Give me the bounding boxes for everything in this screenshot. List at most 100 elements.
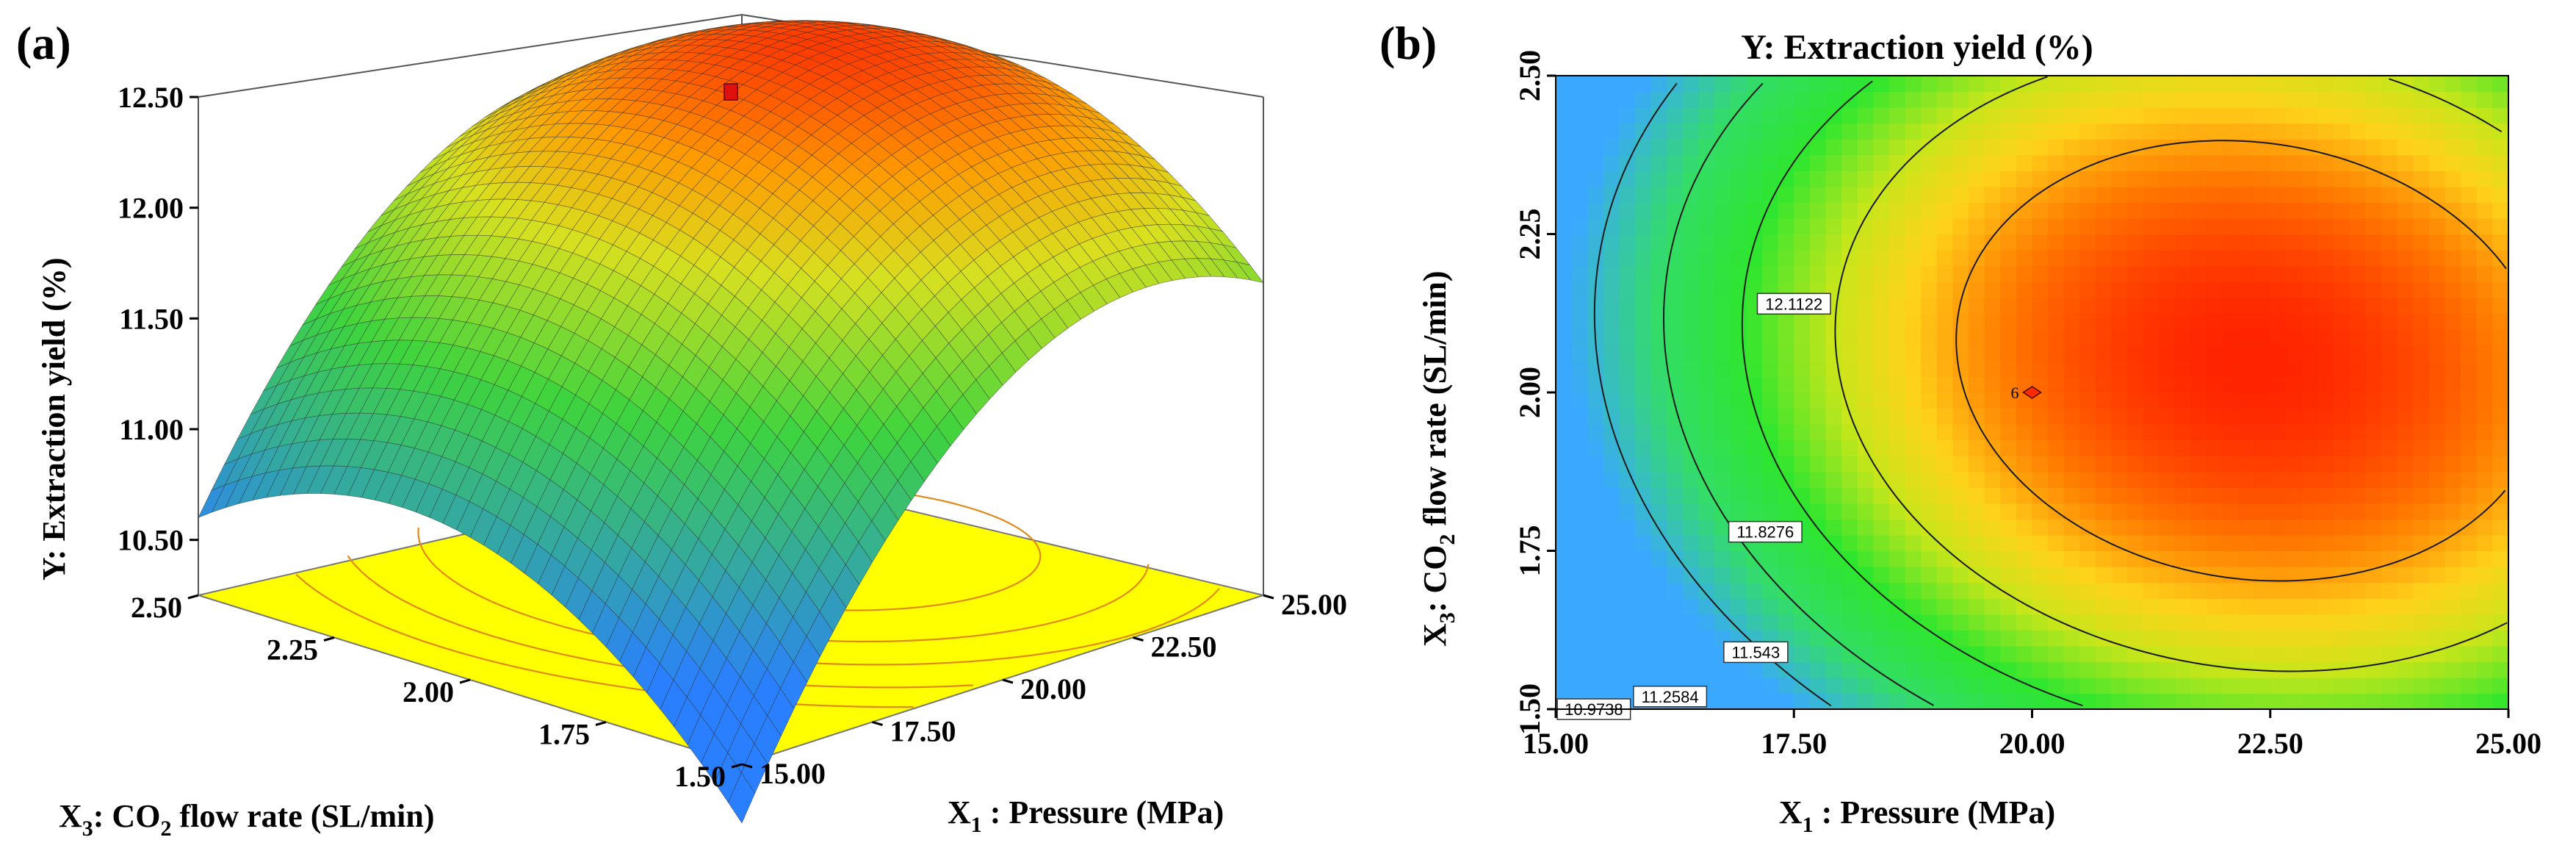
heatmap-cell <box>2334 218 2350 235</box>
heatmap-cell <box>2222 186 2240 203</box>
heatmap-cell <box>1556 360 1573 378</box>
heatmap-cell <box>1682 645 1700 662</box>
heatmap-cell <box>2270 328 2287 345</box>
heatmap-cell <box>1841 693 1858 710</box>
heatmap-cell <box>1746 234 1763 251</box>
heatmap-cell <box>2238 107 2255 124</box>
heatmap-cell <box>1667 297 1684 314</box>
heatmap-cell <box>1667 630 1684 647</box>
heatmap-cell <box>1921 456 1938 473</box>
heatmap-cell <box>2397 487 2414 504</box>
heatmap-cell <box>1667 534 1684 552</box>
heatmap-cell <box>2461 392 2478 409</box>
heatmap-cell <box>2381 234 2398 251</box>
heatmap-cell <box>1888 297 1906 314</box>
heatmap-cell <box>2111 534 2128 552</box>
heatmap-cell <box>1905 408 1922 425</box>
heatmap-cell <box>2397 139 2414 156</box>
heatmap-cell <box>2334 297 2350 314</box>
heatmap-cell <box>2492 439 2509 456</box>
heatmap-cell <box>2334 250 2350 267</box>
heatmap-cell <box>1635 123 1652 140</box>
heatmap-cell <box>1841 186 1858 203</box>
heatmap-cell <box>2476 424 2493 441</box>
heatmap-cell <box>2238 313 2255 330</box>
heatmap-cell <box>2349 139 2367 156</box>
heatmap-cell <box>2032 313 2049 330</box>
heatmap-cell <box>1778 218 1794 235</box>
heatmap-cell <box>2349 202 2367 219</box>
heatmap-cell <box>1969 123 1985 140</box>
heatmap-cell <box>2317 139 2334 156</box>
heatmap-cell <box>2207 218 2223 235</box>
heatmap-cell <box>1809 91 1827 108</box>
heatmap-cell <box>2190 376 2207 393</box>
heatmap-cell <box>1762 345 1779 362</box>
heatmap-cell <box>2238 503 2255 520</box>
heatmap-cell <box>2190 424 2207 441</box>
heatmap-cell <box>2048 567 2065 584</box>
heatmap-cell <box>1698 76 1715 93</box>
heatmap-cell <box>1809 439 1827 456</box>
heatmap-cell <box>2270 424 2287 441</box>
heatmap-cell <box>1857 328 1874 345</box>
heatmap-cell <box>1841 265 1858 282</box>
heatmap-cell <box>1619 550 1636 567</box>
heatmap-cell <box>2127 297 2144 314</box>
heatmap-cell <box>2413 503 2430 520</box>
heatmap-cell <box>1778 677 1794 694</box>
heatmap-cell <box>1650 234 1667 251</box>
heatmap-cell <box>2286 360 2303 378</box>
heatmap-cell <box>1650 661 1667 678</box>
heatmap-cell <box>2428 250 2446 267</box>
heatmap-cell <box>2238 693 2255 710</box>
heatmap-cell <box>1587 170 1604 187</box>
heatmap-cell <box>1714 154 1731 171</box>
heatmap-cell <box>2286 503 2303 520</box>
heatmap-cell <box>1587 471 1604 488</box>
heatmap-cell <box>2349 297 2367 314</box>
heatmap-cell <box>1603 234 1620 251</box>
co2-tick-mark <box>459 678 471 684</box>
heatmap-cell <box>1952 534 1969 552</box>
heatmap-cell <box>2143 550 2160 567</box>
heatmap-cell <box>1936 234 1954 251</box>
heatmap-cell <box>1556 630 1573 647</box>
heatmap-cell <box>2428 202 2446 219</box>
heatmap-cell <box>1794 170 1811 187</box>
heatmap-cell <box>1730 408 1747 425</box>
heatmap-cell <box>2334 202 2350 219</box>
heatmap-cell <box>2175 281 2192 298</box>
heatmap-cell <box>2238 487 2255 504</box>
heatmap-cell <box>1714 550 1731 567</box>
heatmap-cell <box>2365 328 2382 345</box>
contour-title: Y: Extraction yield (%) <box>1741 28 2093 67</box>
heatmap-cell <box>1873 154 1890 171</box>
heatmap-cell <box>1682 376 1700 393</box>
heatmap-cell <box>2127 693 2144 710</box>
heatmap-cell <box>2492 170 2509 187</box>
heatmap-cell <box>2254 202 2271 219</box>
heatmap-cell <box>1730 139 1747 156</box>
contour-line <box>1834 76 2508 672</box>
heatmap-cell <box>2207 392 2223 409</box>
heatmap-cell <box>1841 582 1858 599</box>
heatmap-cell <box>1936 693 1954 710</box>
heatmap-cell <box>1650 360 1667 378</box>
heatmap-cell <box>1682 218 1700 235</box>
heatmap-cell <box>1619 598 1636 615</box>
pressure-tick-mark <box>872 721 883 726</box>
heatmap-cell <box>2254 693 2271 710</box>
heatmap-cell <box>1921 297 1938 314</box>
heatmap-cell <box>2175 250 2192 267</box>
heatmap-cell <box>1809 202 1827 219</box>
heatmap-cell <box>2492 677 2509 694</box>
heatmap-cell <box>2301 677 2319 694</box>
heatmap-cell <box>1841 661 1858 678</box>
heatmap-cell <box>2301 550 2319 567</box>
heatmap-cell <box>2413 123 2430 140</box>
heatmap-cell <box>2111 139 2128 156</box>
heatmap-cell <box>2349 265 2367 282</box>
heatmap-cell <box>2286 123 2303 140</box>
heatmap-cell <box>1857 408 1874 425</box>
